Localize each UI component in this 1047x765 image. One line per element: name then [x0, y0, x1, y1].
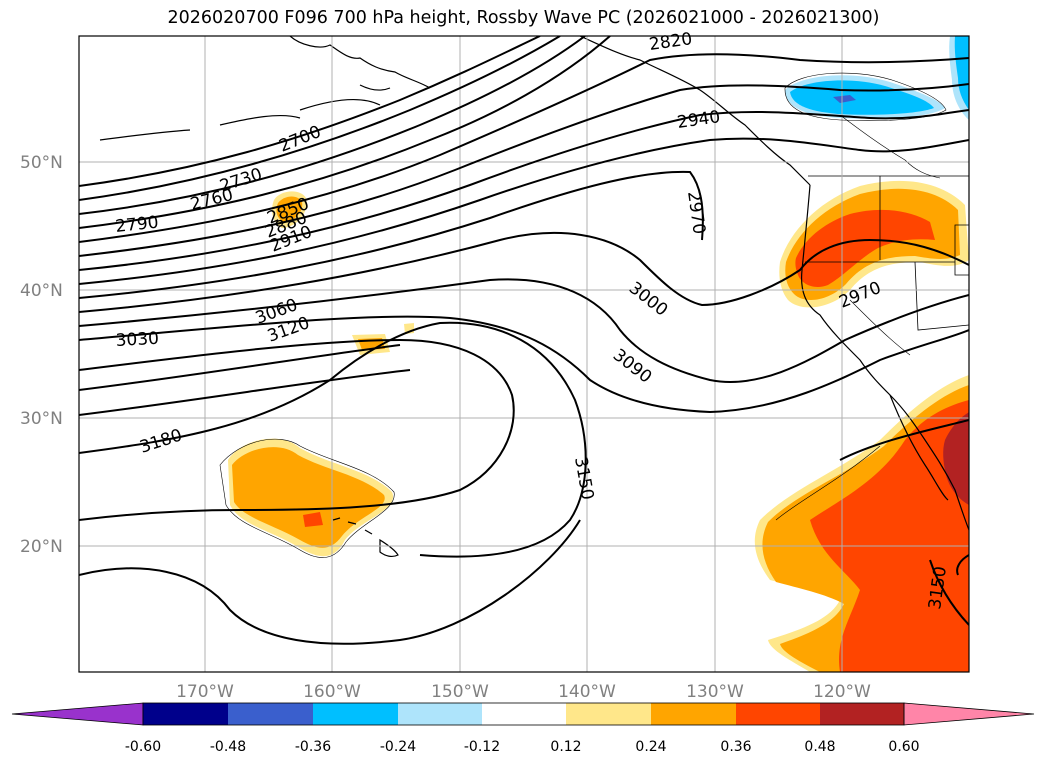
lat-label-20n: 20°N: [20, 537, 63, 557]
colorbar-segment: [736, 703, 820, 725]
colorbar-tick-label: -0.60: [125, 739, 161, 755]
anomaly-region-north-negative-core: [833, 95, 856, 103]
coastlines: [99, 36, 969, 558]
border-canada-us: [805, 175, 969, 331]
coastline-baja: [889, 394, 949, 501]
lon-label-160w: 160°W: [303, 682, 361, 702]
contour-label: 3090: [609, 345, 655, 387]
colorbar-tick-label: 0.12: [550, 739, 581, 755]
border-inland: [839, 114, 941, 356]
contour-label: 3000: [625, 278, 671, 320]
anomaly-region-hawaii-peak: [303, 512, 323, 527]
colorbar-tick-label: -0.36: [295, 739, 331, 755]
lon-label-140w: 140°W: [558, 682, 616, 702]
colorbar-extend-left: [11, 702, 144, 726]
anomaly-region-hawaii-core: [232, 447, 385, 548]
colorbar-tick-label: 0.48: [804, 739, 835, 755]
contour-label: 3180: [137, 425, 184, 457]
lon-label-170w: 170°W: [176, 682, 234, 702]
colorbar-segment: [482, 703, 566, 725]
map-title: 2026020700 F096 700 hPa height, Rossby W…: [167, 8, 880, 28]
colorbar-segment: [228, 703, 313, 725]
anomaly-region-southwest-peak: [810, 400, 969, 672]
lat-label-40n: 40°N: [20, 281, 63, 301]
colorbar-segment: [143, 703, 228, 725]
contour-label: 3030: [115, 329, 159, 351]
lon-label-120w: 120°W: [813, 682, 871, 702]
colorbar-segment: [651, 703, 736, 725]
map-frame: [78, 35, 970, 673]
colorbar-tick-label: -0.48: [210, 739, 246, 755]
coastline-alaska: [99, 36, 811, 186]
colorbar-segment: [313, 703, 398, 725]
hawaii-islands: [332, 517, 399, 558]
colorbar-extend-right: [903, 702, 1035, 726]
colorbar-segment: [398, 703, 482, 725]
colorbar-tick-label: 0.60: [888, 739, 919, 755]
colorbar-outline: [142, 702, 905, 726]
anomaly-outlines: [219, 72, 947, 558]
contour-label: 2760: [188, 185, 235, 215]
colorbar-segment: [820, 703, 904, 725]
contour-label: 2790: [114, 213, 159, 237]
coastline-westcoast: [800, 184, 969, 531]
colorbar-tick-label: -0.12: [464, 739, 500, 755]
lat-label-30n: 30°N: [20, 409, 63, 429]
lon-label-150w: 150°W: [431, 682, 489, 702]
contour-label: 2700: [276, 122, 324, 157]
colorbar-tick-label: 0.36: [720, 739, 751, 755]
colorbar: -0.60 -0.48 -0.36 -0.24 -0.12 0.12 0.24 …: [11, 702, 1035, 755]
contour-label: 3150: [570, 455, 597, 501]
anomaly-region-north-negative: [790, 80, 934, 115]
anomaly-region-northeast-negative: [954, 36, 969, 110]
lon-label-130w: 130°W: [686, 682, 744, 702]
height-contours: [79, 36, 969, 645]
colorbar-segment: [566, 703, 651, 725]
colorbar-tick-label: 0.24: [635, 739, 666, 755]
colorbar-tick-label: -0.24: [380, 739, 416, 755]
anomaly-region-northwest-peak: [795, 209, 935, 287]
lat-label-50n: 50°N: [20, 153, 63, 173]
contour-label: 2820: [648, 29, 694, 55]
contour-label: 2970: [683, 190, 709, 236]
anomaly-region-southwest-max: [943, 412, 969, 505]
